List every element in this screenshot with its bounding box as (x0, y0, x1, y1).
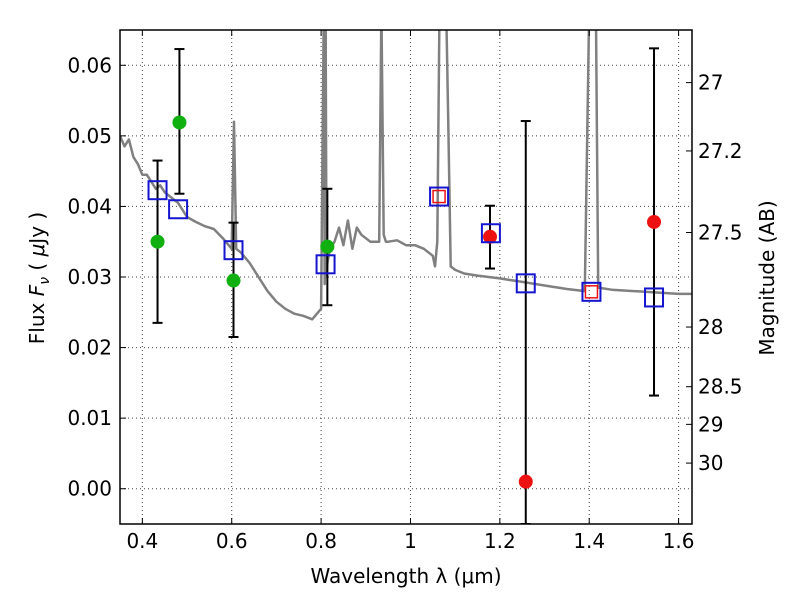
x-tick-label: 0.4 (126, 529, 158, 553)
model-box (581, 281, 602, 302)
x-axis-label: Wavelength λ (μm) (310, 564, 501, 588)
x-tick-label: 0.6 (216, 529, 248, 553)
y2-tick-label: 30 (698, 451, 723, 475)
x-tick-label: 1.2 (484, 529, 516, 553)
y2-axis-label: Magnitude (AB) (755, 200, 779, 355)
plot-frame (119, 29, 693, 525)
x-tick-label: 0.8 (305, 529, 337, 553)
y-tick-label: 0.02 (67, 336, 112, 360)
axes-frame (119, 29, 693, 525)
y-axis-label: Flux Fν ( μJy ) (25, 212, 53, 344)
model-box (515, 273, 536, 294)
red-data-point (647, 214, 662, 229)
y2-tick-label: 27.5 (698, 220, 743, 244)
y-tick-label: 0.00 (67, 477, 112, 501)
y2-tick-label: 29 (698, 412, 723, 436)
y-tick-label: 0.03 (67, 265, 112, 289)
model-box (315, 254, 336, 275)
green-data-point (226, 273, 241, 288)
axis-ticks: 0.4 0.6 0.8 1 1.2 1.4 1.6 0.00 0.01 0.02 0.03 0.04 0… (67, 30, 743, 553)
y-tick-label: 0.05 (67, 124, 112, 148)
red-data-point (518, 474, 533, 489)
y-tick-label: 0.04 (67, 194, 112, 218)
x-tick-label: 1.6 (663, 529, 695, 553)
x-tick-label: 1.4 (573, 529, 605, 553)
model-box (480, 223, 501, 244)
y2-tick-label: 28.5 (698, 375, 743, 399)
green-data-point (320, 239, 335, 254)
model-box (223, 240, 244, 261)
y-tick-label: 0.01 (67, 406, 112, 430)
y-tick-label: 0.06 (67, 53, 112, 77)
model-box-inner (584, 285, 599, 299)
red-data-point (483, 229, 498, 244)
green-data-point (150, 234, 165, 249)
model-box (644, 287, 665, 308)
model-box (429, 186, 450, 207)
green-data-point (172, 115, 187, 130)
y2-tick-label: 27 (698, 71, 723, 95)
model-box (147, 180, 168, 201)
model-box-inner (432, 189, 446, 204)
y2-tick-label: 28 (698, 315, 723, 339)
x-tick-label: 1 (404, 529, 417, 553)
plot-area (120, 30, 692, 524)
y2-tick-label: 27.2 (698, 139, 743, 163)
grid-lines (120, 30, 692, 524)
model-box (168, 199, 189, 220)
model-spectrum-line (120, 30, 692, 321)
